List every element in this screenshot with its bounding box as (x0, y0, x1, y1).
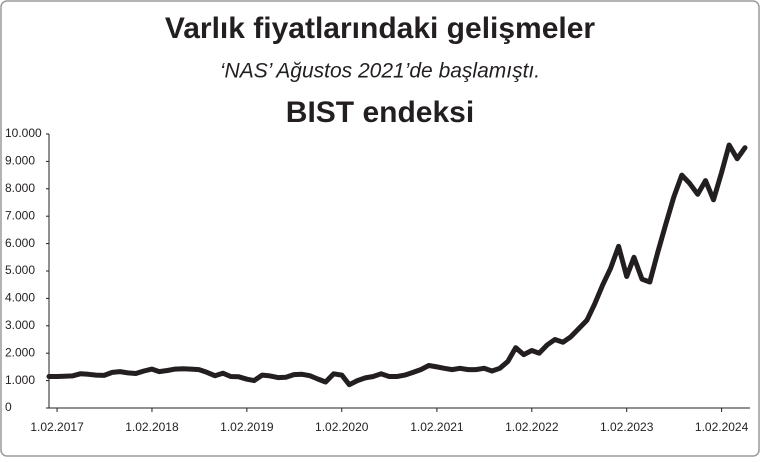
y-tick-label: 1.000 (5, 373, 35, 387)
x-tick-label: 1.02.2019 (220, 420, 274, 434)
y-tick-label: 8.000 (5, 181, 35, 195)
y-tick-label: 2.000 (5, 345, 35, 359)
x-tick-label: 1.02.2023 (600, 420, 654, 434)
x-tick-label: 1.02.2020 (315, 420, 369, 434)
y-tick-label: 10.000 (5, 126, 42, 140)
x-tick-label: 1.02.2024 (695, 420, 749, 434)
y-tick-label: 0 (5, 400, 12, 414)
x-tick-label: 1.02.2017 (30, 420, 84, 434)
chart-subtitle: ‘NAS’ Ağustos 2021’de başlamıştı. (220, 60, 540, 83)
chart-title: Varlık fiyatlarındaki gelişmeler (165, 12, 596, 45)
line (46, 142, 748, 388)
y-tick-label: 9.000 (5, 154, 35, 168)
x-tick-label: 1.02.2022 (505, 420, 559, 434)
y-tick-label: 6.000 (5, 236, 35, 250)
x-tick-label: 1.02.2021 (410, 420, 464, 434)
x-tick-label: 1.02.2018 (125, 420, 179, 434)
y-tick-label: 3.000 (5, 318, 35, 332)
y-tick-label: 4.000 (5, 291, 35, 305)
y-tick-label: 5.000 (5, 263, 35, 277)
y-tick-label: 7.000 (5, 208, 35, 222)
series-label: BIST endeksi (286, 96, 474, 129)
